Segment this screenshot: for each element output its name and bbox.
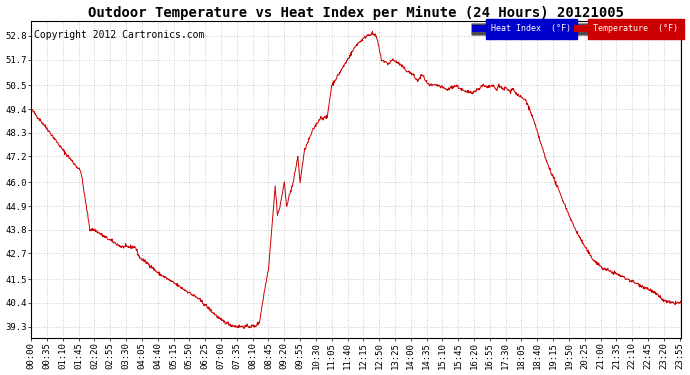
Title: Outdoor Temperature vs Heat Index per Minute (24 Hours) 20121005: Outdoor Temperature vs Heat Index per Mi… (88, 6, 624, 20)
Legend: Heat Index  (°F), Temperature  (°F): Heat Index (°F), Temperature (°F) (471, 22, 680, 35)
Text: Copyright 2012 Cartronics.com: Copyright 2012 Cartronics.com (34, 30, 205, 40)
